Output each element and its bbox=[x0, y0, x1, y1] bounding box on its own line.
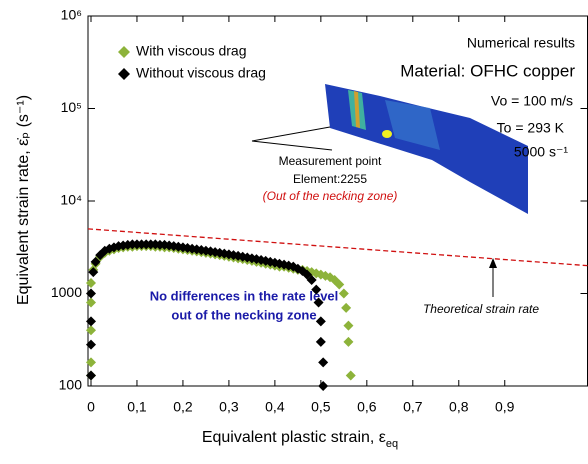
arrow-head bbox=[489, 258, 497, 268]
legend-label: Without viscous drag bbox=[136, 65, 266, 81]
data-point bbox=[338, 288, 349, 299]
y-tick-label: 100 bbox=[59, 377, 83, 393]
x-tick-label: 0,1 bbox=[127, 399, 147, 415]
legend-label: With viscous drag bbox=[136, 43, 246, 59]
data-point bbox=[345, 370, 356, 381]
annotation: Theoretical strain rate bbox=[423, 302, 539, 316]
annotation: Numerical results bbox=[467, 35, 575, 51]
x-tick-label: 0,8 bbox=[449, 399, 469, 415]
data-point bbox=[313, 297, 324, 308]
data-point bbox=[90, 256, 101, 267]
annotation: Measurement point bbox=[279, 154, 382, 168]
y-tick-label: 1000 bbox=[51, 284, 82, 300]
data-point bbox=[85, 357, 96, 368]
x-tick-label: 0,2 bbox=[173, 399, 193, 415]
data-point bbox=[306, 274, 317, 285]
x-tick-label: 0,5 bbox=[311, 399, 331, 415]
data-point bbox=[85, 288, 96, 299]
data-point bbox=[88, 267, 99, 278]
specimen-inset bbox=[251, 84, 528, 214]
data-point bbox=[343, 320, 354, 331]
data-point bbox=[318, 357, 329, 368]
annotation: To = 293 K bbox=[497, 120, 565, 136]
theoretical-line bbox=[87, 228, 588, 267]
annotation: Element:2255 bbox=[293, 172, 367, 186]
data-point bbox=[315, 336, 326, 347]
annotation: Material: OFHC copper bbox=[400, 61, 575, 80]
y-tick-label: 10⁵ bbox=[61, 99, 82, 115]
y-axis-label: Equivalent strain rate, ε̇ₚ (s⁻¹) bbox=[15, 95, 32, 305]
data-point bbox=[341, 302, 352, 313]
y-tick-label: 10⁶ bbox=[61, 7, 82, 23]
annotation: Vo = 100 m/s bbox=[491, 93, 573, 109]
data-point bbox=[85, 339, 96, 350]
data-point bbox=[85, 316, 96, 327]
legend-marker bbox=[118, 46, 130, 58]
data-point bbox=[85, 370, 96, 381]
x-axis-label: Equivalent plastic strain, εeq bbox=[202, 429, 398, 450]
x-tick-label: 0,9 bbox=[495, 399, 515, 415]
data-point bbox=[334, 279, 345, 290]
data-point bbox=[85, 297, 96, 308]
x-tick-label: 0,4 bbox=[265, 399, 285, 415]
x-tick-label: 0,7 bbox=[403, 399, 423, 415]
x-tick-label: 0 bbox=[87, 399, 95, 415]
legend-marker bbox=[118, 68, 130, 80]
x-tick-label: 0,6 bbox=[357, 399, 377, 415]
data-point bbox=[343, 336, 354, 347]
x-tick-label: 0,3 bbox=[219, 399, 239, 415]
y-tick-label: 10⁴ bbox=[60, 192, 82, 208]
data-point bbox=[118, 240, 129, 251]
annotation: out of the necking zone bbox=[171, 307, 316, 322]
annotation: (Out of the necking zone) bbox=[263, 189, 398, 203]
data-point bbox=[315, 316, 326, 327]
annotation: 5000 s⁻¹ bbox=[514, 144, 568, 160]
data-point bbox=[85, 277, 96, 288]
data-point bbox=[85, 325, 96, 336]
data-point bbox=[318, 381, 329, 391]
data-point bbox=[311, 284, 322, 295]
annotation: No differences in the rate level bbox=[150, 288, 339, 303]
